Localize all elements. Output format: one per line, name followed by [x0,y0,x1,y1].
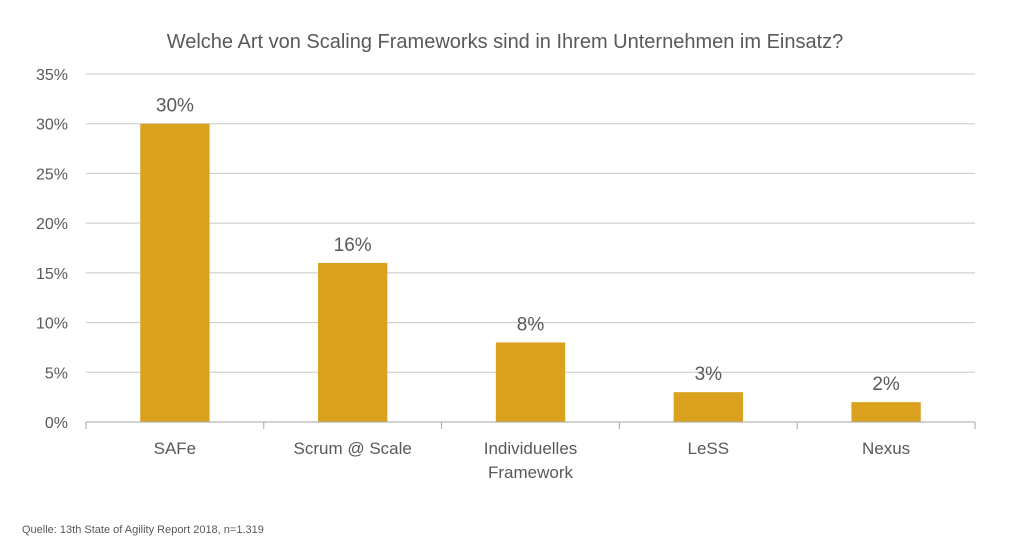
x-tick-label: Framework [488,463,574,482]
bars [140,123,921,422]
y-axis: 0% 5% 10% 15% 20% 25% 30% 35% [36,67,68,432]
bar [318,262,388,422]
source-note: Quelle: 13th State of Agility Report 201… [22,524,264,536]
y-tick-label: 0% [45,415,68,432]
y-tick-label: 15% [36,266,68,283]
data-labels: 30% 16% 8% 3% 2% [156,96,900,395]
y-tick-label: 5% [45,365,68,382]
x-tick-label: Individuelles [484,439,578,458]
x-tick-label: LeSS [688,439,730,458]
data-label: 2% [872,374,900,395]
y-tick-label: 30% [36,117,68,134]
bar [851,402,921,422]
bar-chart: Welche Art von Scaling Frameworks sind i… [36,31,976,482]
gridlines [86,73,975,373]
data-label: 8% [517,314,545,335]
x-axis: SAFe Scrum @ Scale Individuelles Framework L… [85,421,976,482]
x-tick-label: Nexus [862,439,910,458]
data-label: 3% [695,364,723,385]
data-label: 16% [334,235,372,256]
y-tick-label: 25% [36,166,68,183]
data-label: 30% [156,96,194,117]
y-tick-label: 10% [36,316,68,333]
y-tick-label: 20% [36,216,68,233]
y-tick-label: 35% [36,67,68,84]
bar [495,342,566,422]
x-tick-label: SAFe [154,439,197,458]
bar [673,392,743,422]
chart-title: Welche Art von Scaling Frameworks sind i… [167,31,844,53]
bar [140,123,210,422]
x-tick-label: Scrum @ Scale [294,439,412,458]
